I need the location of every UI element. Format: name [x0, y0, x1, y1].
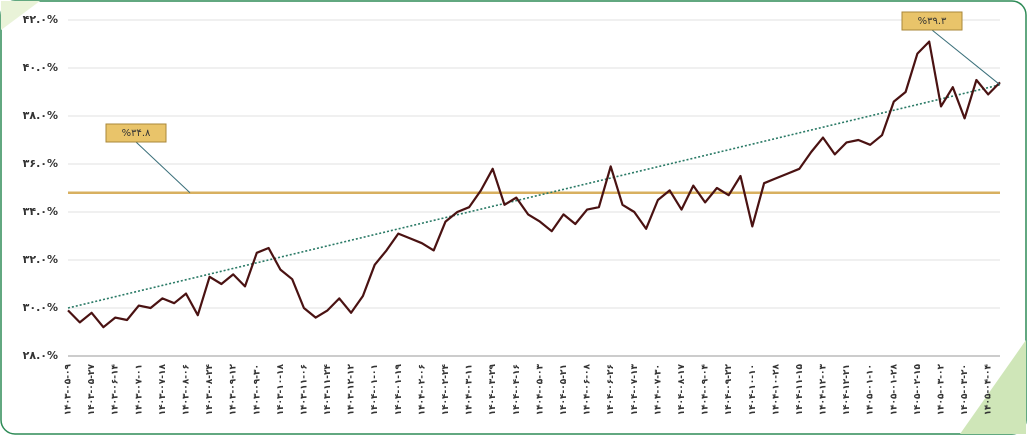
x-tick-label: ۱۴۰۴-۱۲-۲۱ — [842, 364, 852, 415]
x-tick-label: ۱۴۰۴-۱۲-۰۳ — [819, 363, 829, 415]
x-tick-label: ۱۴۰۴-۰۲-۲۴ — [441, 363, 451, 415]
average-label: %۳۴.۸ — [122, 128, 151, 139]
x-tick-label: ۱۴۰۴-۱۰-۱۰ — [748, 364, 758, 415]
x-tick-label: ۱۴۰۴-۰۳-۱۱ — [465, 364, 475, 415]
y-tick-label: ۲۸.۰% — [23, 349, 58, 362]
x-tick-label: ۱۴۰۳-۰۸-۰۶ — [181, 364, 191, 415]
x-tick-label: ۱۴۰۴-۰۲-۰۶ — [417, 364, 427, 415]
x-tick-label: ۱۴۰۴-۰۹-۲۲ — [724, 363, 734, 415]
x-tick-label: ۱۴۰۳-۰۵-۰۹ — [64, 363, 74, 415]
x-tick-label: ۱۴۰۵-۰۳-۰۲ — [937, 363, 947, 415]
x-tick-label: ۱۴۰۴-۰۹-۰۴ — [701, 363, 711, 415]
x-tick-label: ۱۴۰۳-۱۱-۲۴ — [323, 363, 333, 415]
line-series — [67, 40, 1001, 329]
x-tick-label: ۱۴۰۴-۰۱-۱۹ — [394, 363, 404, 415]
trend-label: %۳۹.۳ — [918, 16, 947, 27]
x-tick-label: ۱۴۰۳-۱۱-۰۶ — [299, 364, 309, 415]
x-tick-label: ۱۴۰۴-۰۷-۱۳ — [630, 363, 640, 415]
x-tick-label: ۱۴۰۴-۰۶-۲۶ — [606, 364, 616, 415]
average-pointer — [135, 141, 191, 194]
y-tick-label: ۴۰.۰% — [23, 61, 58, 74]
x-tick-label: ۱۴۰۵-۰۱-۲۸ — [889, 363, 899, 415]
y-tick-label: ۴۲.۰% — [23, 13, 58, 26]
x-tick-label: ۱۴۰۵-۰۲-۱۵ — [913, 363, 923, 415]
x-tick-label: ۱۴۰۴-۰۱-۰۱ — [370, 364, 380, 415]
x-tick-label: ۱۴۰۴-۰۳-۲۹ — [488, 363, 498, 415]
x-tick-label: ۱۴۰۳-۰۹-۳۰ — [252, 364, 262, 415]
x-tick-label: ۱۴۰۴-۰۸-۱۷ — [677, 363, 687, 415]
x-tick-label: ۱۴۰۴-۱۱-۱۵ — [795, 363, 805, 415]
x-tick-label: ۱۴۰۳-۱۰-۱۸ — [276, 363, 286, 415]
trend-box — [901, 11, 963, 31]
x-tick-label: ۱۴۰۵-۰۴-۰۴ — [984, 363, 994, 415]
x-tick-label: ۱۴۰۳-۰۶-۱۴ — [111, 363, 121, 415]
x-tick-label: ۱۴۰۳-۰۸-۲۴ — [205, 363, 215, 415]
x-tick-label: ۱۴۰۴-۰۷-۳۰ — [653, 364, 663, 415]
trend-pointer — [931, 29, 1001, 86]
x-tick-label: ۱۴۰۵-۰۳-۲۰ — [960, 364, 970, 415]
x-tick-label: ۱۴۰۴-۰۵-۲۱ — [559, 364, 569, 415]
y-tick-label: ۳۰.۰% — [23, 301, 58, 314]
y-tick-label: ۳۸.۰% — [23, 109, 58, 122]
x-tick-label: ۱۴۰۳-۰۵-۲۷ — [87, 363, 97, 415]
corner-decor — [1, 1, 40, 30]
x-tick-label: ۱۴۰۳-۰۷-۰۱ — [134, 364, 144, 415]
x-tick-label: ۱۴۰۴-۰۴-۱۶ — [512, 364, 522, 415]
x-tick-label: ۱۴۰۴-۱۰-۲۸ — [771, 363, 781, 415]
y-tick-label: ۳۶.۰% — [23, 157, 58, 170]
average-box — [105, 123, 167, 143]
x-tick-label: ۱۴۰۳-۰۹-۱۲ — [229, 363, 239, 415]
y-tick-label: ۳۲.۰% — [23, 253, 58, 266]
x-tick-label: ۱۴۰۴-۰۵-۰۳ — [535, 363, 545, 415]
x-tick-label: ۱۴۰۵-۰۱-۱۰ — [866, 364, 876, 415]
x-tick-label: ۱۴۰۳-۱۲-۱۲ — [347, 363, 357, 415]
x-tick-label: ۱۴۰۳-۰۷-۱۸ — [158, 363, 168, 415]
corner-decor — [960, 340, 1026, 434]
x-tick-label: ۱۴۰۴-۰۶-۰۸ — [583, 363, 593, 415]
y-tick-label: ۳۴.۰% — [23, 205, 58, 218]
